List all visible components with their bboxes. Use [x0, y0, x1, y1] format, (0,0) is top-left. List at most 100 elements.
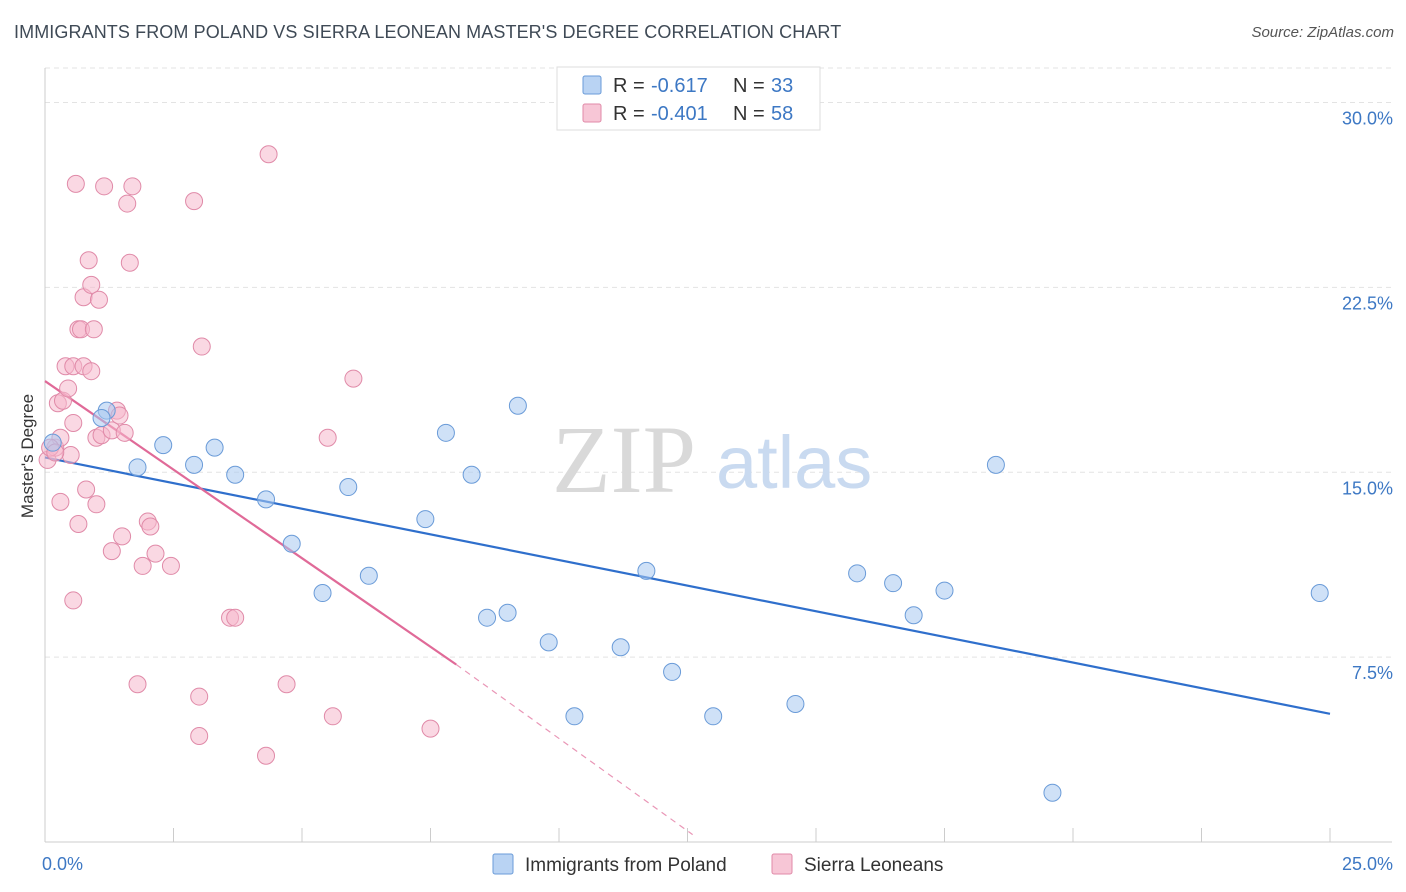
point-poland: [1043, 783, 1062, 802]
bottom-legend-swatch-sierra: [771, 853, 793, 875]
bottom-legend-label-poland: Immigrants from Poland: [525, 855, 727, 876]
point-sierra: [323, 707, 342, 726]
point-sierra: [190, 687, 209, 706]
x-tick-label: 0.0%: [42, 854, 83, 874]
point-sierra: [133, 556, 152, 575]
y-tick-label: 15.0%: [1342, 478, 1393, 498]
source-label: Source: ZipAtlas.com: [1251, 24, 1394, 41]
point-poland: [313, 584, 332, 603]
point-poland: [185, 455, 204, 474]
point-sierra: [226, 608, 245, 627]
point-poland: [154, 436, 173, 455]
point-sierra: [64, 413, 83, 432]
point-poland: [884, 574, 903, 593]
point-sierra: [69, 515, 88, 534]
point-poland: [539, 633, 558, 652]
point-sierra: [192, 337, 211, 356]
point-sierra: [421, 719, 440, 738]
point-poland: [986, 455, 1005, 474]
point-poland: [339, 478, 358, 497]
point-poland: [611, 638, 630, 657]
point-sierra: [277, 675, 296, 694]
tick-labels: 7.5% 15.0% 22.5% 30.0% 0.0% 25.0%: [42, 109, 1393, 874]
point-poland: [43, 433, 62, 452]
point-sierra: [82, 362, 101, 381]
point-sierra: [118, 194, 137, 213]
legend-n-value: 33: [771, 75, 793, 97]
point-sierra: [161, 556, 180, 575]
point-poland: [128, 458, 147, 477]
point-poland: [257, 490, 276, 509]
point-poland: [637, 561, 656, 580]
legend: R = -0.617 N = 33 R = -0.401 N = 58: [556, 66, 821, 131]
point-poland: [663, 662, 682, 681]
point-sierra: [77, 480, 96, 499]
point-poland: [92, 409, 111, 428]
y-tick-label: 22.5%: [1342, 293, 1393, 313]
point-poland: [1310, 584, 1329, 603]
point-sierra: [89, 290, 108, 309]
chart-title: IMMIGRANTS FROM POLAND VS SIERRA LEONEAN…: [14, 22, 842, 42]
point-sierra: [318, 428, 337, 447]
gridlines: [45, 67, 1392, 658]
point-sierra: [66, 174, 85, 193]
point-sierra: [344, 369, 363, 388]
x-tick-label: 25.0%: [1342, 854, 1393, 874]
point-sierra: [84, 320, 103, 339]
point-poland: [498, 603, 517, 622]
point-sierra: [59, 379, 78, 398]
point-sierra: [115, 423, 134, 442]
point-poland: [935, 581, 954, 600]
legend-n-label: N =: [733, 75, 765, 97]
point-poland: [436, 423, 455, 442]
point-poland: [904, 606, 923, 625]
point-poland: [478, 608, 497, 627]
bottom-legend: Immigrants from Poland Sierra Leoneans: [492, 853, 943, 876]
point-poland: [416, 510, 435, 529]
bottom-legend-label-sierra: Sierra Leoneans: [804, 855, 943, 876]
point-sierra: [87, 495, 106, 514]
watermark: ZIP atlas: [552, 406, 872, 513]
point-sierra: [185, 192, 204, 211]
point-sierra: [102, 542, 121, 561]
point-poland: [704, 707, 723, 726]
point-sierra: [190, 727, 209, 746]
legend-row-sierra: R = -0.401 N = 58: [582, 103, 793, 125]
point-sierra: [259, 145, 278, 164]
data-points: [38, 145, 1329, 802]
legend-r-label: R =: [613, 103, 645, 125]
legend-r-value: -0.401: [651, 103, 708, 125]
point-sierra: [51, 492, 70, 511]
point-sierra: [61, 446, 80, 464]
point-sierra: [95, 177, 114, 196]
watermark-atlas: atlas: [716, 421, 872, 504]
legend-swatch-poland: [582, 75, 602, 95]
point-sierra: [146, 544, 165, 563]
y-tick-label: 7.5%: [1352, 663, 1393, 683]
point-poland: [565, 707, 584, 726]
bottom-legend-swatch-poland: [492, 853, 514, 875]
watermark-zip: ZIP: [552, 406, 696, 513]
point-poland: [508, 396, 527, 415]
point-poland: [848, 564, 867, 583]
legend-r-label: R =: [613, 75, 645, 97]
legend-r-value: -0.617: [651, 75, 708, 97]
legend-n-label: N =: [733, 103, 765, 125]
point-poland: [359, 566, 378, 585]
legend-n-value: 58: [771, 103, 793, 125]
legend-row-poland: R = -0.617 N = 33: [582, 75, 793, 97]
point-sierra: [128, 675, 147, 694]
y-tick-label: 30.0%: [1342, 109, 1393, 129]
point-sierra: [120, 253, 139, 272]
point-sierra: [141, 517, 160, 536]
point-poland: [205, 438, 224, 457]
legend-swatch-sierra: [582, 103, 602, 123]
trend-line-extension: [455, 664, 693, 836]
point-poland: [282, 534, 301, 553]
point-poland: [462, 465, 481, 484]
point-sierra: [113, 527, 132, 546]
point-sierra: [123, 177, 142, 196]
point-sierra: [257, 746, 276, 765]
point-poland: [786, 694, 805, 713]
